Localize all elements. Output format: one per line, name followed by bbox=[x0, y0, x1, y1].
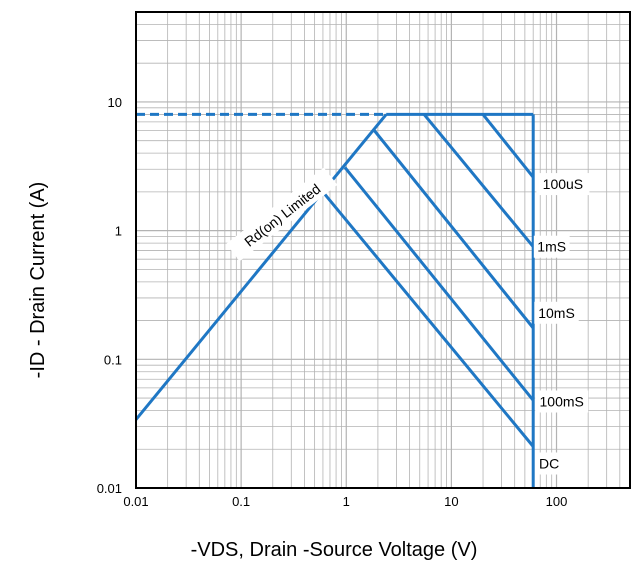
curve-label-100uS: 100uS bbox=[543, 176, 583, 192]
y-tick-label: 0.1 bbox=[104, 352, 122, 367]
curve-label-DC: DC bbox=[539, 456, 559, 472]
y-tick-label: 10 bbox=[108, 95, 122, 110]
x-tick-label: 0.01 bbox=[123, 494, 148, 509]
x-tick-label: 0.1 bbox=[232, 494, 250, 509]
y-tick-label: 0.01 bbox=[97, 481, 122, 496]
y-axis-title: -ID - Drain Current (A) bbox=[27, 182, 49, 379]
x-axis-title: -VDS, Drain -Source Voltage (V) bbox=[191, 539, 478, 561]
x-tick-label: 10 bbox=[444, 494, 458, 509]
curve-label-10mS: 10mS bbox=[538, 305, 575, 321]
x-tick-label: 1 bbox=[343, 494, 350, 509]
curve-label-1mS: 1mS bbox=[537, 239, 566, 255]
y-tick-label: 1 bbox=[115, 224, 122, 239]
curve-label-100mS: 100mS bbox=[540, 394, 584, 410]
x-tick-label: 100 bbox=[546, 494, 568, 509]
